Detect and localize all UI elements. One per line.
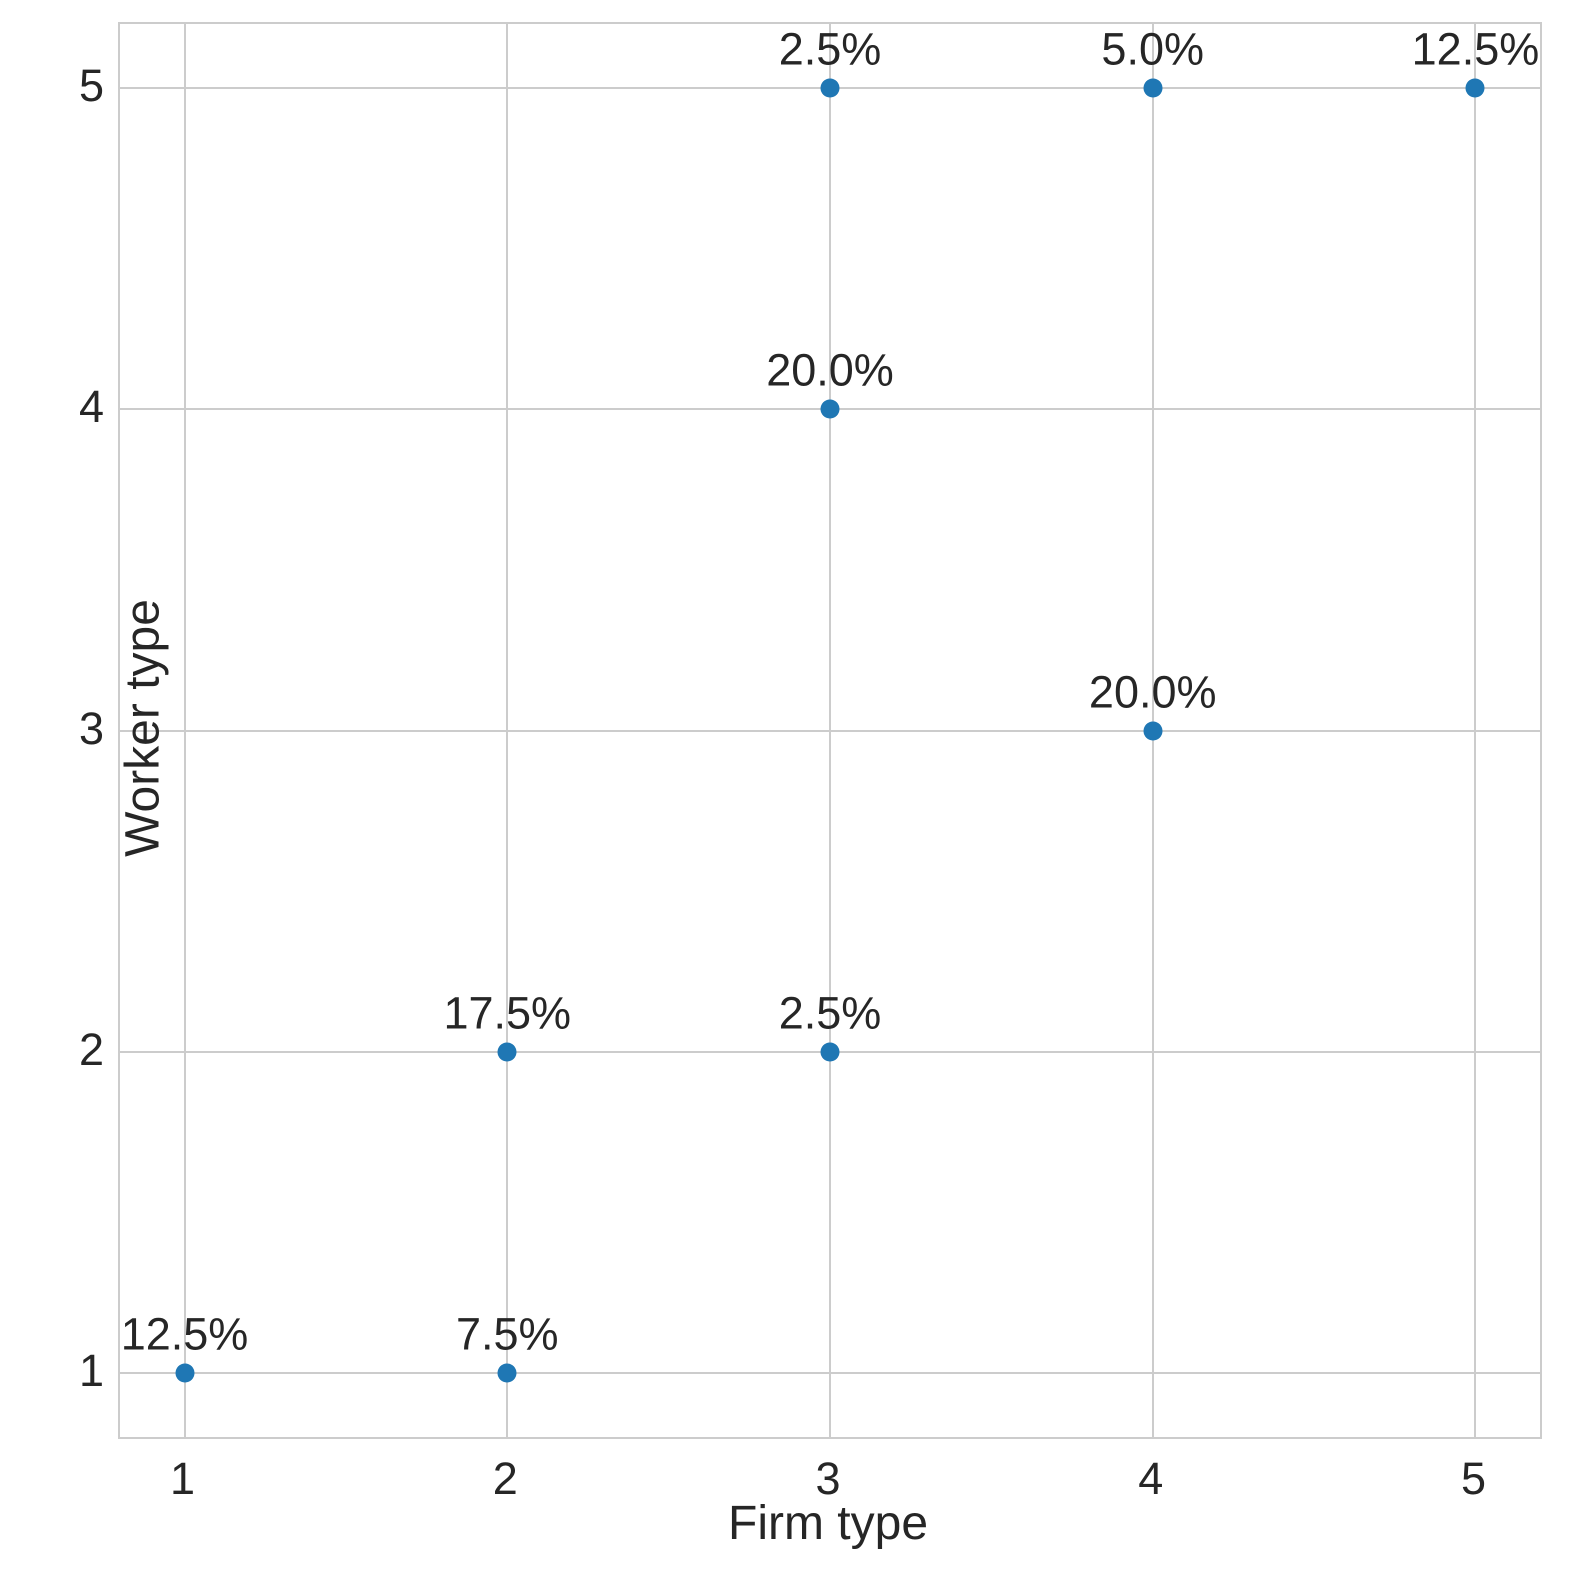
data-point: [820, 1042, 840, 1062]
data-point-label: 17.5%: [443, 987, 572, 1039]
data-point-label: 20.0%: [766, 344, 894, 396]
data-point: [1143, 721, 1163, 740]
data-point: [1465, 78, 1485, 98]
y-tick-label: 5: [78, 60, 104, 112]
data-point-label: 5.0%: [1101, 23, 1205, 75]
x-tick-label: 3: [815, 1453, 841, 1504]
data-point: [1143, 78, 1163, 98]
data-point-label: 2.5%: [778, 23, 882, 75]
y-tick-label: 1: [78, 1344, 104, 1396]
data-point-label: 2.5%: [778, 987, 882, 1039]
data-point-label: 12.5%: [120, 1308, 249, 1360]
plot-area: 12.5% 7.5% 17.5% 2.5% 20.0% 20.0% 2.5% 5.0% 12.5…: [118, 22, 1542, 1439]
gridline-horizontal: [120, 1371, 1540, 1374]
y-tick-label: 4: [78, 381, 104, 433]
data-point: [497, 1363, 517, 1383]
x-tick-label: 1: [170, 1453, 196, 1504]
x-tick-label: 4: [1138, 1453, 1164, 1504]
x-tick-label: 5: [1460, 1453, 1486, 1504]
data-point: [820, 78, 840, 98]
y-tick-label: 3: [78, 702, 104, 754]
data-point: [175, 1363, 195, 1383]
data-point: [820, 399, 840, 419]
x-axis-label: Firm type: [727, 1497, 929, 1550]
data-point-label: 20.0%: [1088, 666, 1217, 717]
data-point-label: 12.5%: [1411, 23, 1540, 75]
data-point: [497, 1042, 517, 1062]
gridline-horizontal: [120, 729, 1540, 732]
data-point-label: 7.5%: [455, 1308, 559, 1360]
y-tick-label: 2: [78, 1023, 104, 1075]
x-tick-label: 2: [492, 1453, 518, 1504]
y-axis-label: Worker type: [116, 599, 170, 857]
